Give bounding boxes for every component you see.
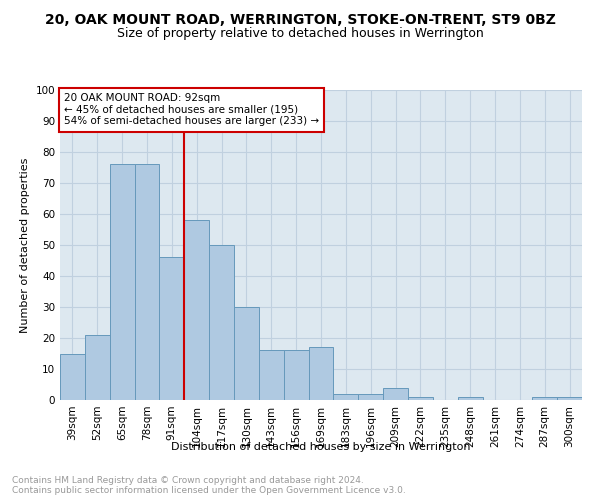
Bar [85, 335, 110, 400]
Bar [334, 394, 358, 400]
Y-axis label: Number of detached properties: Number of detached properties [20, 158, 30, 332]
Bar [184, 220, 209, 400]
Bar [160, 258, 184, 400]
Bar [234, 307, 259, 400]
Bar [110, 164, 134, 400]
Bar [557, 397, 582, 400]
Text: 20 OAK MOUNT ROAD: 92sqm
← 45% of detached houses are smaller (195)
54% of semi-: 20 OAK MOUNT ROAD: 92sqm ← 45% of detach… [64, 93, 319, 126]
Bar [308, 348, 334, 400]
Bar [358, 394, 383, 400]
Bar [458, 397, 482, 400]
Bar [60, 354, 85, 400]
Bar [532, 397, 557, 400]
Text: Contains HM Land Registry data © Crown copyright and database right 2024.
Contai: Contains HM Land Registry data © Crown c… [12, 476, 406, 495]
Bar [383, 388, 408, 400]
Text: Distribution of detached houses by size in Werrington: Distribution of detached houses by size … [171, 442, 471, 452]
Bar [209, 245, 234, 400]
Bar [284, 350, 308, 400]
Bar [134, 164, 160, 400]
Text: 20, OAK MOUNT ROAD, WERRINGTON, STOKE-ON-TRENT, ST9 0BZ: 20, OAK MOUNT ROAD, WERRINGTON, STOKE-ON… [44, 12, 556, 26]
Bar [408, 397, 433, 400]
Text: Size of property relative to detached houses in Werrington: Size of property relative to detached ho… [116, 28, 484, 40]
Bar [259, 350, 284, 400]
